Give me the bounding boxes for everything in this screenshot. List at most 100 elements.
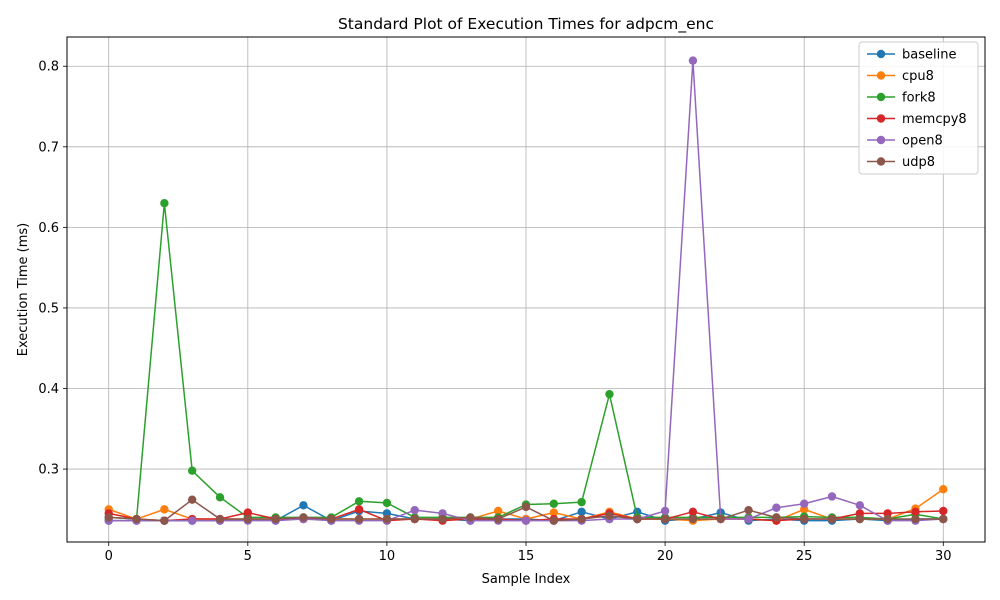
x-tick-label: 20: [657, 549, 674, 564]
data-point-udp8: [187, 495, 197, 504]
data-point-udp8: [688, 514, 698, 524]
data-point-udp8: [104, 513, 113, 522]
gridlines: [67, 37, 985, 542]
legend-marker: [876, 92, 886, 102]
data-point-cpu8: [549, 508, 559, 517]
legend-item-cpu8: cpu8: [867, 69, 934, 84]
y-axis-title: Execution Time (ms): [16, 223, 31, 356]
x-axis-title: Sample Index: [482, 572, 571, 587]
y-tick-label: 0.3: [38, 463, 59, 478]
data-point-udp8: [521, 502, 531, 512]
data-point-udp8: [382, 514, 392, 524]
legend-label: open8: [902, 134, 943, 149]
data-point-memcpy8: [939, 506, 948, 516]
x-tick-label: 5: [244, 549, 252, 564]
y-tick-label: 0.4: [38, 382, 59, 397]
series-layer: [104, 56, 948, 525]
y-tick-label: 0.6: [38, 221, 59, 236]
legend: baseline cpu8 fork8 memcpy8 open8 udp8: [858, 41, 979, 175]
data-point-udp8: [939, 514, 948, 524]
chart-title: Standard Plot of Execution Times for adp…: [338, 15, 714, 34]
data-point-fork8: [354, 497, 364, 506]
data-point-udp8: [493, 514, 503, 524]
data-point-udp8: [799, 514, 809, 524]
legend-item-fork8: fork8: [867, 91, 936, 106]
data-point-udp8: [299, 513, 308, 522]
data-point-udp8: [243, 514, 253, 524]
data-point-udp8: [132, 514, 141, 524]
x-tick-label: 10: [379, 549, 396, 564]
data-point-cpu8: [939, 485, 948, 494]
data-point-open8: [799, 499, 809, 508]
x-tick-label: 30: [935, 549, 952, 564]
x-tick-label: 0: [105, 549, 113, 564]
legend-marker: [876, 157, 886, 166]
data-point-udp8: [883, 514, 892, 524]
data-point-open8: [772, 503, 781, 512]
legend-marker: [876, 71, 886, 80]
data-point-udp8: [327, 514, 336, 524]
series-udp8: [104, 495, 948, 525]
legend-label: baseline: [902, 48, 956, 63]
data-point-fork8: [187, 466, 197, 475]
data-point-udp8: [466, 513, 475, 522]
legend-item-open8: open8: [867, 134, 943, 149]
data-point-memcpy8: [688, 507, 698, 516]
legend-item-baseline: baseline: [867, 48, 956, 63]
data-point-udp8: [827, 514, 837, 524]
data-point-open8: [855, 501, 865, 510]
data-point-open8: [744, 514, 753, 524]
data-point-cpu8: [493, 506, 503, 516]
legend-item-memcpy8: memcpy8: [867, 112, 967, 127]
data-point-fork8: [382, 498, 392, 508]
data-point-udp8: [577, 514, 586, 524]
data-point-fork8: [549, 499, 559, 508]
x-tick-label: 25: [796, 549, 813, 564]
data-point-memcpy8: [354, 505, 364, 514]
data-point-udp8: [855, 514, 865, 524]
data-point-open8: [660, 506, 670, 516]
data-point-memcpy8: [243, 508, 253, 517]
data-point-udp8: [410, 514, 419, 524]
data-point-udp8: [772, 513, 781, 522]
data-point-udp8: [271, 514, 280, 524]
legend-label: cpu8: [902, 69, 934, 84]
y-tick-label: 0.5: [38, 301, 59, 316]
data-point-memcpy8: [911, 507, 920, 516]
data-point-fork8: [160, 199, 169, 208]
data-point-udp8: [605, 511, 614, 521]
legend-marker: [876, 114, 886, 123]
data-point-udp8: [215, 514, 225, 524]
data-point-udp8: [744, 505, 753, 515]
data-point-cpu8: [160, 505, 169, 514]
data-point-udp8: [549, 516, 559, 525]
data-point-udp8: [354, 514, 364, 524]
data-point-udp8: [438, 514, 447, 524]
legend-label: udp8: [902, 155, 935, 170]
legend-label: memcpy8: [902, 112, 967, 127]
data-point-fork8: [605, 389, 614, 399]
data-point-udp8: [716, 514, 725, 524]
data-point-udp8: [660, 514, 670, 524]
x-tick-label: 15: [518, 549, 535, 564]
data-point-fork8: [577, 497, 586, 507]
data-point-baseline: [577, 507, 586, 516]
legend-marker: [876, 49, 886, 59]
y-tick-label: 0.8: [38, 60, 59, 75]
legend-item-udp8: udp8: [867, 155, 935, 170]
data-point-udp8: [633, 514, 642, 524]
data-point-baseline: [299, 501, 308, 510]
y-tick-label: 0.7: [38, 140, 59, 155]
data-point-udp8: [911, 514, 920, 524]
legend-label: fork8: [902, 91, 936, 106]
legend-marker: [876, 135, 886, 145]
data-point-open8: [187, 516, 197, 525]
data-point-open8: [688, 56, 698, 65]
axis-ticks: 0 5 10 15 20 25 30 0.3 0.4 0.5 0.6 0.7 0.8: [38, 60, 951, 564]
data-point-fork8: [215, 493, 225, 502]
data-point-open8: [521, 516, 531, 525]
data-point-udp8: [160, 516, 169, 525]
data-point-open8: [827, 492, 837, 501]
